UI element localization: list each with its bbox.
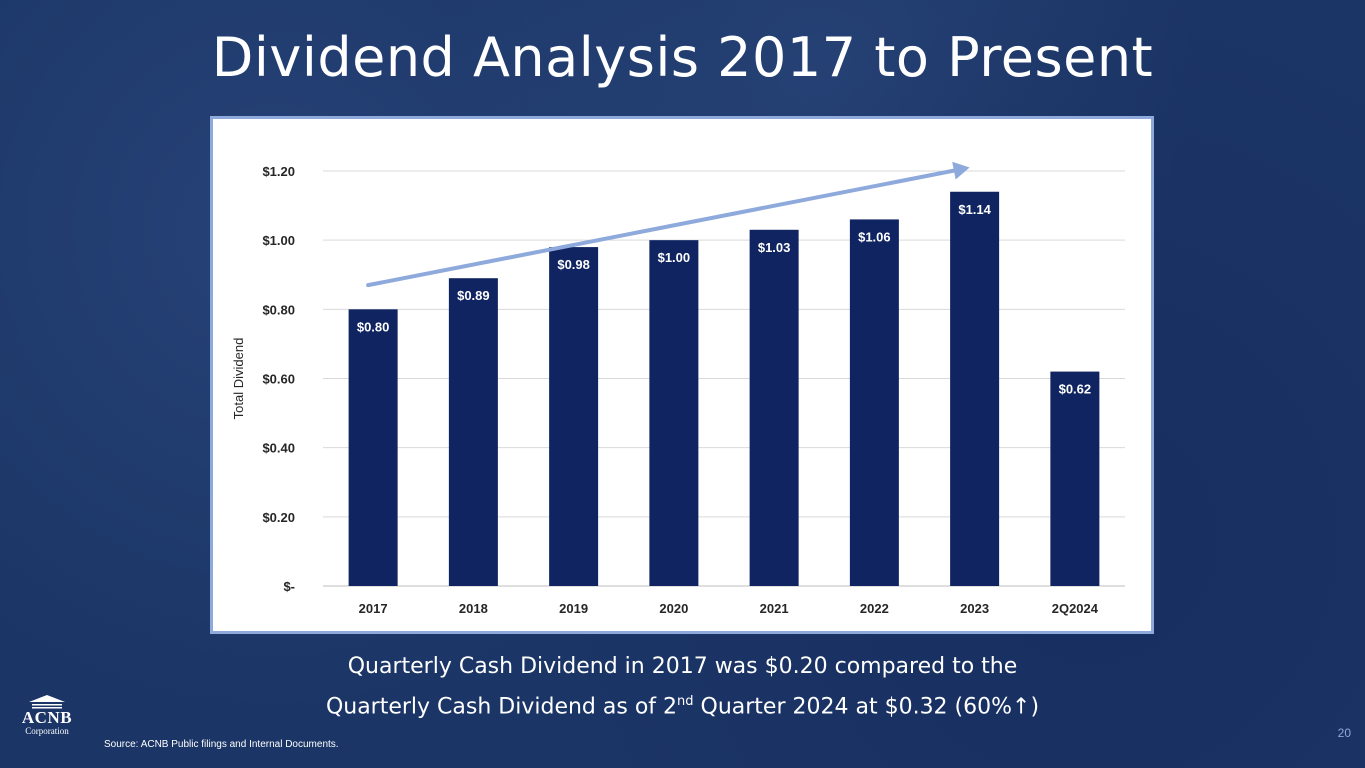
data-label: $1.06 xyxy=(858,229,891,244)
caption-line-2-post: Quarter 2024 at $0.32 (60%↑) xyxy=(693,694,1040,720)
x-tick-label: 2020 xyxy=(659,601,688,616)
caption-line-1: Quarterly Cash Dividend in 2017 was $0.2… xyxy=(347,654,1018,679)
bar-2019 xyxy=(549,247,599,587)
x-tick-label: 2021 xyxy=(760,601,789,616)
y-tick-label: $0.80 xyxy=(262,302,295,317)
chart-frame: $- $0.20 $0.40 $0.60 $0.80 $1.00 $1.20 Total Di… xyxy=(210,116,1154,634)
bar-2021 xyxy=(749,229,799,586)
dividend-bar-chart: $- $0.20 $0.40 $0.60 $0.80 $1.00 $1.20 Total Di… xyxy=(231,161,1125,616)
data-label: $0.98 xyxy=(557,257,590,272)
x-tick-label: 2017 xyxy=(359,601,388,616)
y-tick-label: $1.20 xyxy=(262,164,295,179)
trend-arrow-head xyxy=(952,161,970,180)
page-number: 20 xyxy=(1337,726,1351,740)
caption-line-2-pre: Quarterly Cash Dividend as of 2 xyxy=(325,694,678,720)
caption-line-2-sup: nd xyxy=(677,694,694,709)
slide-title: Dividend Analysis 2017 to Present xyxy=(211,26,1154,89)
bar-2023 xyxy=(950,191,1000,586)
y-tick-label: $- xyxy=(283,579,295,594)
data-label: $1.14 xyxy=(958,202,991,217)
x-tick-label: 2022 xyxy=(860,601,889,616)
data-label: $0.80 xyxy=(357,319,390,334)
y-axis-label: Total Dividend xyxy=(231,338,246,420)
data-label: $1.03 xyxy=(758,240,791,255)
bar-2017 xyxy=(348,309,398,586)
acnb-logo: ACNB Corporation xyxy=(16,694,78,750)
x-tick-label: 2018 xyxy=(459,601,488,616)
data-label: $1.00 xyxy=(658,250,691,265)
y-tick-label: $1.00 xyxy=(262,233,295,248)
building-icon xyxy=(29,695,65,709)
bar-2Q2024 xyxy=(1050,371,1100,586)
bar-2018 xyxy=(448,278,498,586)
bar-2020 xyxy=(649,240,699,586)
source-note: Source: ACNB Public filings and Internal… xyxy=(104,739,339,750)
caption-line-2: Quarterly Cash Dividend as of 2nd Quarte… xyxy=(0,694,1365,719)
y-tick-label: $0.20 xyxy=(262,510,295,525)
logo-subtitle: Corporation xyxy=(25,726,69,736)
x-tick-label: 2023 xyxy=(960,601,989,616)
logo-name: ACNB xyxy=(21,708,73,727)
trend-arrow-line xyxy=(366,168,956,288)
y-tick-label: $0.60 xyxy=(262,372,295,387)
x-tick-label: 2Q2024 xyxy=(1052,601,1099,616)
bar-2022 xyxy=(849,219,899,586)
y-tick-label: $0.40 xyxy=(262,441,295,456)
data-label: $0.89 xyxy=(457,288,490,303)
data-label: $0.62 xyxy=(1059,382,1092,397)
x-tick-label: 2019 xyxy=(559,601,588,616)
